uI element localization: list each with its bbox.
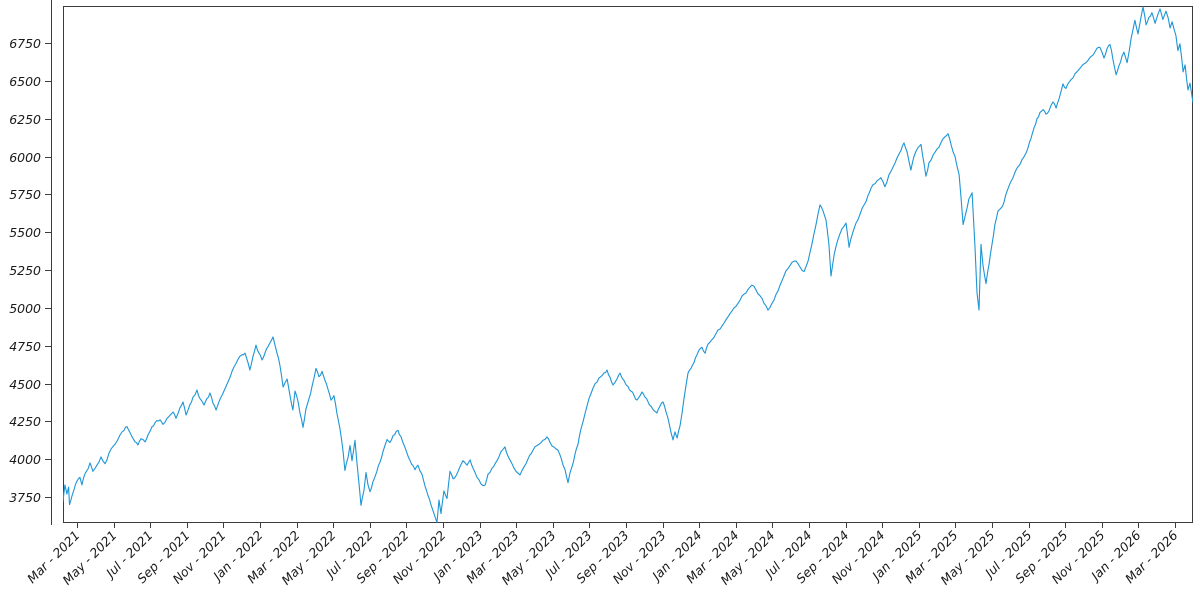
y-tick-label: 5000 [9, 301, 41, 316]
y-tick-label: 5500 [9, 225, 41, 240]
price-line [63, 6, 1193, 523]
y-tick-label: 4500 [9, 377, 41, 392]
y-tick-label: 6000 [9, 150, 41, 165]
y-tick-label: 4750 [9, 339, 41, 354]
y-tick-label: 4000 [9, 452, 41, 467]
y-tick-label: 4250 [9, 414, 41, 429]
plot-area-border [63, 6, 1193, 523]
y-tick-label: 5250 [9, 263, 41, 278]
y-tick-label: 5750 [9, 187, 41, 202]
y-tick-label: 6500 [9, 74, 41, 89]
y-tick-label: 6250 [9, 112, 41, 127]
y-tick-label: 6750 [9, 36, 41, 51]
y-tick-label: 3750 [9, 490, 41, 505]
